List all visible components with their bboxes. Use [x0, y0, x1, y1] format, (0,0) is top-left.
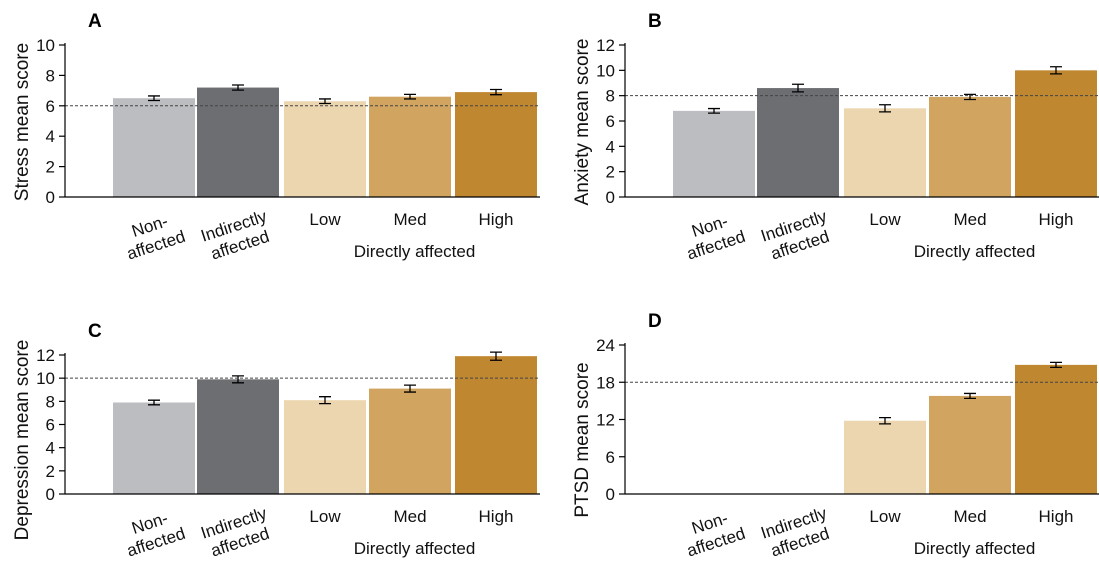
y-tick-label: 0	[46, 188, 55, 207]
bar-1	[197, 379, 279, 494]
y-tick-label: 6	[606, 112, 615, 131]
error-bar-2	[319, 98, 331, 105]
error-bar-2	[879, 416, 891, 425]
bar-4	[1015, 70, 1097, 197]
bar-0	[673, 110, 755, 197]
x-category-label: Med	[953, 210, 986, 229]
bar-2	[844, 420, 926, 494]
panel-letter: C	[88, 321, 102, 342]
panel-A: A Stress mean score 0 2 4 6 8 10 Non-affected Ind…	[12, 11, 540, 264]
bar-4	[1015, 364, 1097, 494]
y-axis-label: PTSD mean score	[572, 362, 593, 517]
error-bar-4	[490, 88, 502, 96]
y-tick-label: 2	[46, 462, 55, 481]
x-category-label: High	[1039, 210, 1074, 229]
error-bar-2	[879, 104, 891, 113]
panel-C: C Depression mean score 0 2 4 6 8 10 12 Non-affec…	[12, 321, 540, 561]
error-bar-1	[232, 375, 244, 384]
x-group-label: Directly affected	[354, 539, 476, 558]
x-category-label: High	[479, 507, 514, 526]
y-tick-label: 0	[606, 485, 615, 504]
x-category-label: Med	[393, 507, 426, 526]
x-category-label: Med	[393, 210, 426, 229]
y-tick-label: 6	[46, 97, 55, 116]
x-category-label: Indirectlyaffected	[759, 503, 836, 561]
x-category-label: Low	[869, 210, 901, 229]
bar-3	[929, 395, 1011, 494]
x-category-label: Indirectlyaffected	[759, 206, 836, 264]
y-tick-label: 12	[596, 36, 615, 55]
error-bar-4	[1050, 66, 1062, 75]
error-bar-0	[708, 107, 720, 114]
y-axis-label: Stress mean score	[12, 43, 33, 201]
y-tick-label: 6	[606, 448, 615, 467]
x-category-label: Low	[309, 210, 341, 229]
y-tick-label: 4	[46, 127, 55, 146]
x-category-label: Indirectlyaffected	[199, 206, 276, 264]
x-category-label: Non-affected	[118, 505, 187, 561]
x-category-label: High	[479, 210, 514, 229]
panel-letter: A	[88, 11, 102, 32]
x-category-label: Med	[953, 507, 986, 526]
bar-1	[757, 88, 839, 197]
y-tick-label: 10	[36, 369, 55, 388]
bar-1	[197, 87, 279, 197]
bar-4	[455, 356, 537, 494]
y-tick-label: 10	[596, 61, 615, 80]
x-group-label: Directly affected	[914, 539, 1036, 558]
y-tick-label: 12	[596, 411, 615, 430]
error-bar-1	[792, 83, 804, 93]
x-group-label: Directly affected	[914, 242, 1036, 261]
error-bar-4	[490, 351, 502, 361]
bar-4	[455, 92, 537, 197]
y-tick-label: 4	[606, 137, 615, 156]
x-category-label: Non-affected	[678, 505, 747, 561]
y-tick-label: 0	[606, 188, 615, 207]
panel-D: D PTSD mean score 0 6 12 18 24 Non-affected Indi…	[572, 311, 1099, 561]
x-category-label: Low	[869, 507, 901, 526]
error-bar-3	[404, 384, 416, 393]
x-category-label: High	[1039, 507, 1074, 526]
x-category-label: Indirectlyaffected	[199, 503, 276, 561]
error-bar-2	[319, 396, 331, 405]
bar-3	[929, 96, 1011, 197]
y-tick-label: 4	[46, 439, 55, 458]
bar-3	[369, 388, 451, 494]
y-tick-label: 8	[46, 392, 55, 411]
y-axis-label: Depression mean score	[12, 340, 33, 541]
x-category-label: Low	[309, 507, 341, 526]
x-group-label: Directly affected	[354, 242, 476, 261]
y-tick-label: 0	[46, 485, 55, 504]
x-category-label: Non-affected	[118, 208, 187, 264]
y-tick-label: 2	[606, 163, 615, 182]
y-tick-label: 24	[596, 336, 615, 355]
error-bar-3	[404, 93, 416, 100]
error-bar-3	[964, 392, 976, 400]
bar-3	[369, 96, 451, 197]
error-bar-4	[1050, 361, 1062, 368]
bar-0	[113, 402, 195, 494]
bar-2	[844, 108, 926, 197]
panel-letter: D	[648, 311, 662, 332]
error-bar-0	[148, 95, 160, 102]
bar-2	[284, 101, 366, 197]
x-category-label: Non-affected	[678, 208, 747, 264]
y-tick-label: 8	[606, 87, 615, 106]
y-tick-label: 18	[596, 373, 615, 392]
panel-letter: B	[648, 11, 662, 32]
y-tick-label: 10	[36, 36, 55, 55]
bar-0	[113, 98, 195, 197]
y-axis-label: Anxiety mean score	[572, 39, 593, 206]
bar-2	[284, 400, 366, 494]
y-tick-label: 2	[46, 158, 55, 177]
y-tick-label: 8	[46, 66, 55, 85]
error-bar-1	[232, 84, 244, 91]
panel-B: B Anxiety mean score 0 2 4 6 8 10 12 Non-affected…	[572, 11, 1099, 264]
y-tick-label: 12	[36, 346, 55, 365]
error-bar-0	[148, 399, 160, 406]
y-tick-label: 6	[46, 416, 55, 435]
